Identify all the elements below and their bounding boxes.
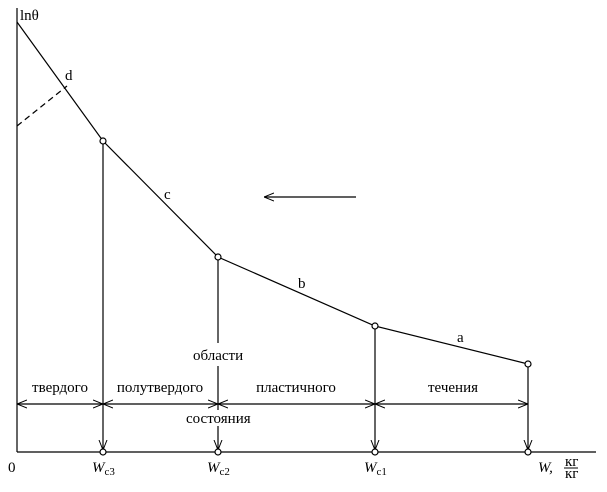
x-mark-sub: c2 bbox=[220, 466, 230, 478]
x-axis-unit-num: кг bbox=[565, 454, 578, 470]
region-label: пластичного bbox=[256, 380, 336, 396]
x-mark-label: Wc3 bbox=[92, 460, 115, 478]
point bbox=[214, 448, 222, 456]
region-label: течения bbox=[428, 380, 478, 396]
point bbox=[214, 253, 222, 261]
segment-label: c bbox=[164, 187, 171, 203]
region-title: состояния bbox=[186, 411, 251, 427]
region-label: полутвердого bbox=[117, 380, 203, 396]
point bbox=[99, 137, 107, 145]
segment-label: a bbox=[457, 330, 464, 346]
curve bbox=[16, 21, 529, 365]
segment-label: d bbox=[65, 68, 73, 84]
x-mark-main: W bbox=[207, 460, 221, 476]
region-label: твердого bbox=[32, 380, 88, 396]
point bbox=[371, 322, 379, 330]
point bbox=[99, 448, 107, 456]
segment-label: b bbox=[298, 276, 306, 292]
point bbox=[371, 448, 379, 456]
x-mark-main: W bbox=[92, 460, 106, 476]
x-mark-sub: c1 bbox=[377, 466, 387, 478]
x-mark-label: Wc2 bbox=[207, 460, 230, 478]
x-axis-unit-den: кг bbox=[565, 466, 578, 482]
tangent-dashed bbox=[16, 85, 68, 127]
x-mark-sub: c3 bbox=[105, 466, 116, 478]
region-title: области bbox=[193, 348, 243, 364]
x-mark-label: Wc1 bbox=[364, 460, 387, 478]
y-axis-label: lnθ bbox=[20, 8, 39, 24]
origin-label: 0 bbox=[8, 460, 16, 476]
x-axis-label: W, bbox=[538, 460, 553, 476]
point bbox=[524, 448, 532, 456]
x-mark-main: W bbox=[364, 460, 378, 476]
point bbox=[524, 360, 532, 368]
